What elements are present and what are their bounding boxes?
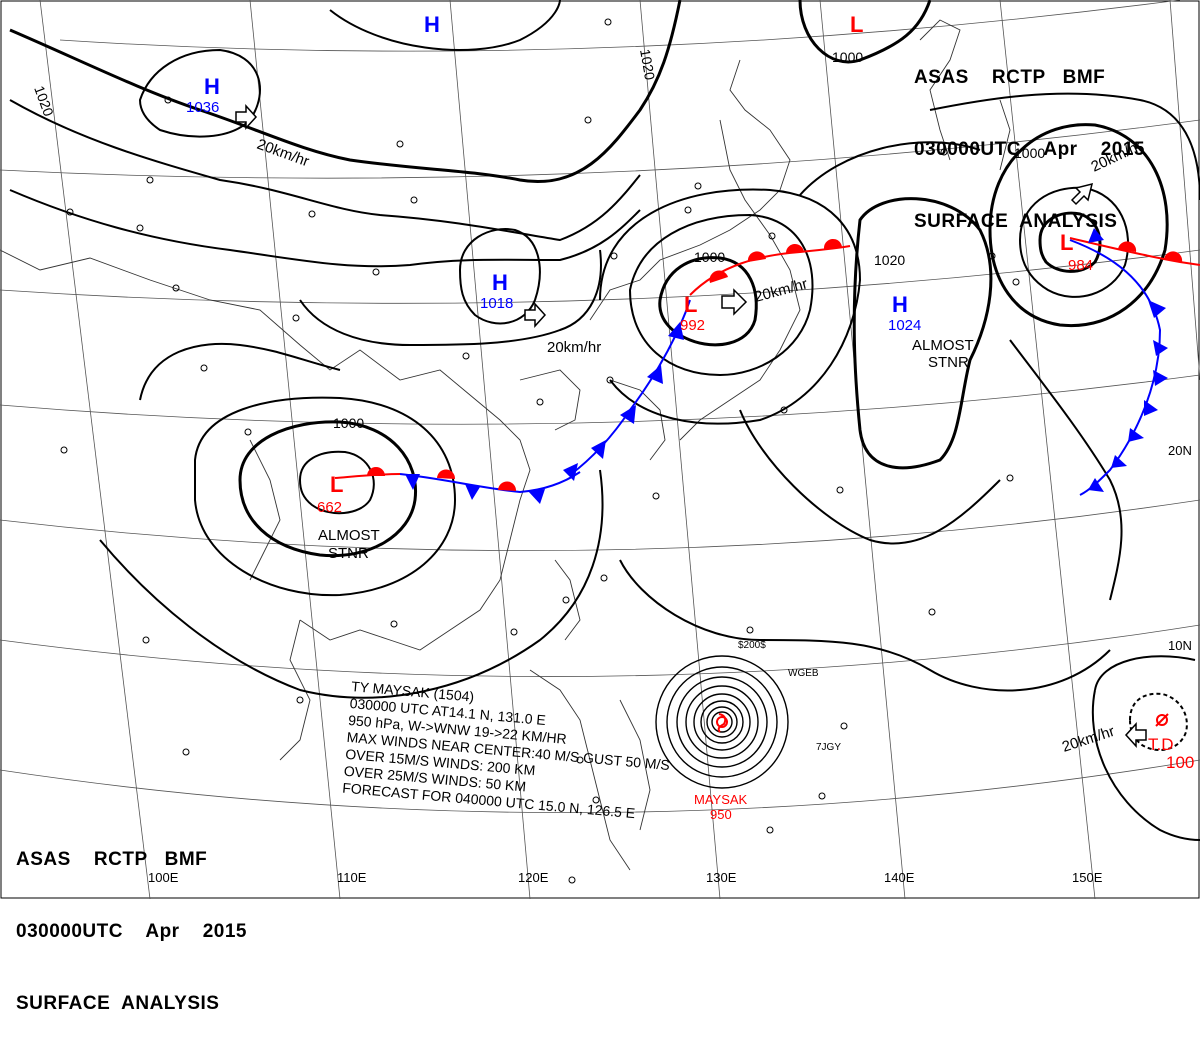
- low-center-letter: L: [684, 292, 697, 317]
- high-center-letter: H: [492, 270, 508, 295]
- cold-front-east: [1069, 228, 1168, 496]
- isobar-label: 1020: [874, 252, 905, 268]
- station-id: WGEB: [788, 668, 819, 679]
- header-line-1: ASAS RCTP BMF: [914, 67, 1106, 88]
- header-top-right: ASAS RCTP BMF 030000UTC Apr 2015 SURFACE…: [914, 18, 1145, 258]
- header-line-3: SURFACE ANALYSIS: [16, 993, 220, 1014]
- low-center-value: 984: [1068, 257, 1093, 274]
- isobar-label: 1020: [637, 48, 658, 82]
- high-center-letter: H: [424, 12, 440, 37]
- lon-label-100e: 100E: [148, 870, 179, 885]
- station-plots: [60, 18, 1020, 884]
- low-center-value: 662: [317, 499, 342, 516]
- typhoon-pressure: 950: [710, 807, 732, 822]
- lon-label-120e: 120E: [518, 870, 549, 885]
- high-center-value: 1018: [480, 295, 513, 312]
- almost-stnr-label: ALMOST STNR: [318, 527, 384, 562]
- pressure-values: 1036 1018 1024 992 984 662: [186, 99, 1093, 516]
- tropical-depression: T.D 100: [1148, 713, 1194, 772]
- motion-arrows: [235, 104, 1147, 748]
- station-plot-ids: WGEB 7JGY $200$: [738, 640, 841, 753]
- lon-label-150e: 150E: [1072, 870, 1103, 885]
- isobar-label: 1000: [832, 49, 863, 65]
- lon-labels: 100E 110E 120E 130E 140E 150E 20N 10N: [148, 443, 1192, 885]
- typhoon-labels: MAYSAK 950: [694, 792, 748, 822]
- isobar-label: 1000: [694, 249, 725, 265]
- lon-label-140e: 140E: [884, 870, 915, 885]
- weather-map: 100E 110E 120E 130E 140E 150E 20N 10N: [0, 0, 1200, 899]
- coastlines: [0, 19, 1011, 871]
- lat-label-20n: 20N: [1168, 443, 1192, 458]
- longitude-lines: [39, 0, 1200, 899]
- low-center-letter: L: [330, 472, 343, 497]
- warm-front: [334, 237, 1200, 479]
- lat-label-10n: 10N: [1168, 638, 1192, 653]
- almost-stnr-label: ALMOST STNR: [912, 337, 978, 371]
- high-center-value: 1036: [186, 99, 219, 116]
- td-label: T.D: [1148, 735, 1174, 754]
- motion-speed-label: 20km/hr: [547, 339, 601, 356]
- td-pressure: 100: [1166, 753, 1194, 772]
- isobar-label: 1000: [333, 415, 364, 431]
- header-line-2: 030000UTC Apr 2015: [914, 139, 1145, 160]
- stationary-notes: ALMOST STNR ALMOST STNR: [318, 337, 978, 562]
- header-line-2: 030000UTC Apr 2015: [16, 921, 247, 942]
- stationary-front: [399, 469, 581, 504]
- typhoon-isobars: [655, 655, 789, 789]
- typhoon-name: MAYSAK: [694, 792, 748, 807]
- header-line-3: SURFACE ANALYSIS: [914, 211, 1118, 232]
- station-id: 7JGY: [816, 742, 841, 753]
- typhoon-symbol: [716, 713, 728, 733]
- isobar-label: 1000: [1014, 145, 1045, 161]
- high-center-value: 1024: [888, 317, 921, 334]
- lon-label-110e: 110E: [337, 870, 367, 885]
- low-center-letter: L: [850, 12, 863, 37]
- low-center-value: 992: [680, 317, 705, 334]
- station-id: $200$: [738, 640, 766, 651]
- pressure-centers: H H H H L L L L: [204, 12, 1073, 497]
- isobars: [9, 0, 1200, 841]
- low-center-letter: L: [1060, 230, 1073, 255]
- high-center-letter: H: [892, 292, 908, 317]
- lon-label-130e: 130E: [706, 870, 737, 885]
- header-line-1: ASAS RCTP BMF: [16, 849, 208, 870]
- high-center-letter: H: [204, 74, 220, 99]
- cold-front: [563, 299, 691, 481]
- header-bottom-left: ASAS RCTP BMF 030000UTC Apr 2015 SURFACE…: [16, 800, 247, 1040]
